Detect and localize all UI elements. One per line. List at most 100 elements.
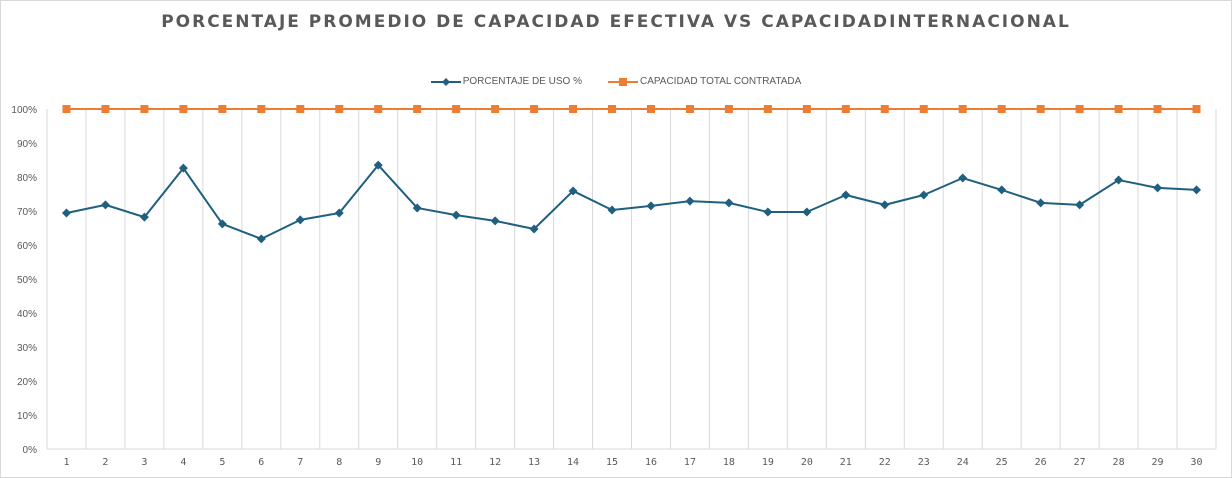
data-point-uso — [607, 205, 617, 215]
data-point-capacidad — [919, 105, 928, 113]
x-tick-label: 27 — [1074, 457, 1086, 468]
x-tick-label: 28 — [1113, 457, 1125, 468]
data-point-capacidad — [62, 105, 71, 113]
x-tick-label: 6 — [258, 457, 264, 468]
data-point-uso — [1036, 198, 1046, 208]
x-tick-label: 14 — [567, 457, 579, 468]
series-line-uso — [66, 164, 1197, 240]
x-tick-label: 12 — [489, 457, 501, 468]
legend-label-capacidad: CAPACIDAD TOTAL CONTRATADA — [639, 76, 802, 87]
data-point-capacidad — [841, 105, 850, 113]
y-tick-label: 80% — [17, 173, 37, 184]
x-tick-label: 25 — [996, 457, 1008, 468]
data-point-capacidad — [608, 105, 617, 113]
data-point-uso — [178, 163, 188, 173]
x-tick-label: 5 — [219, 457, 225, 468]
data-point-uso — [256, 234, 266, 244]
x-tick-label: 20 — [801, 457, 813, 468]
data-point-capacidad — [1192, 105, 1201, 113]
y-tick-label: 70% — [17, 207, 37, 218]
data-point-uso — [217, 219, 227, 229]
data-point-uso — [997, 185, 1007, 195]
x-tick-label: 10 — [411, 457, 423, 468]
data-point-capacidad — [763, 105, 772, 113]
data-point-capacidad — [685, 105, 694, 113]
legend-item-capacidad: CAPACIDAD TOTAL CONTRATADA — [607, 76, 802, 87]
legend-marker-capacidad — [607, 77, 638, 86]
data-point-uso — [919, 190, 929, 200]
data-point-uso — [568, 186, 578, 196]
y-tick-label: 30% — [17, 343, 37, 354]
x-tick-label: 15 — [606, 457, 618, 468]
data-point-uso — [958, 173, 968, 183]
y-tick-label: 0% — [23, 445, 38, 456]
data-point-uso — [880, 200, 890, 210]
data-point-capacidad — [179, 105, 188, 113]
data-point-capacidad — [413, 105, 422, 113]
data-point-capacidad — [997, 105, 1006, 113]
data-point-uso — [841, 190, 851, 200]
x-tick-label: 30 — [1190, 457, 1202, 468]
data-point-uso — [685, 196, 695, 206]
data-point-uso — [334, 208, 344, 218]
x-tick-label: 3 — [141, 457, 147, 468]
data-point-capacidad — [374, 105, 383, 113]
data-point-uso — [412, 203, 422, 213]
data-point-capacidad — [1075, 105, 1084, 113]
data-point-uso — [1075, 200, 1085, 210]
data-point-uso — [529, 224, 539, 234]
x-tick-label: 9 — [375, 457, 381, 468]
x-tick-label: 18 — [723, 457, 735, 468]
data-point-uso — [724, 198, 734, 208]
legend-label-uso: PORCENTAJE DE USO % — [462, 76, 582, 87]
data-point-uso — [1153, 183, 1163, 193]
x-tick-label: 26 — [1035, 457, 1047, 468]
x-tick-label: 24 — [957, 457, 969, 468]
x-tick-label: 7 — [297, 457, 303, 468]
y-tick-label: 10% — [17, 411, 37, 422]
y-tick-label: 60% — [17, 241, 37, 252]
x-tick-label: 11 — [450, 457, 462, 468]
data-point-capacidad — [646, 105, 655, 113]
x-tick-label: 1 — [63, 457, 69, 468]
legend: PORCENTAJE DE USO % CAPACIDAD TOTAL CONT… — [0, 76, 1232, 87]
data-point-uso — [373, 160, 383, 170]
data-point-uso — [295, 215, 305, 225]
data-point-uso — [490, 216, 500, 226]
data-point-capacidad — [140, 105, 149, 113]
data-point-uso — [451, 210, 461, 220]
y-tick-label: 20% — [17, 377, 37, 388]
data-point-uso — [646, 201, 656, 211]
x-tick-label: 29 — [1152, 457, 1164, 468]
data-point-capacidad — [1036, 105, 1045, 113]
data-point-uso — [61, 208, 71, 218]
data-point-capacidad — [101, 105, 110, 113]
data-point-capacidad — [724, 105, 733, 113]
data-point-capacidad — [880, 105, 889, 113]
y-tick-label: 90% — [17, 139, 37, 150]
data-point-capacidad — [296, 105, 305, 113]
data-point-capacidad — [569, 105, 578, 113]
data-point-uso — [100, 200, 110, 210]
data-point-capacidad — [1153, 105, 1162, 113]
data-point-uso — [1192, 185, 1202, 195]
y-tick-label: 50% — [17, 275, 37, 286]
x-tick-label: 21 — [840, 457, 852, 468]
data-point-uso — [139, 212, 149, 222]
data-point-capacidad — [218, 105, 227, 113]
data-point-capacidad — [530, 105, 539, 113]
y-tick-label: 100% — [11, 105, 37, 116]
data-point-uso — [1114, 175, 1124, 185]
chart-title: PORCENTAJE PROMEDIO DE CAPACIDAD EFECTIV… — [161, 12, 1071, 32]
data-point-uso — [763, 207, 773, 217]
data-point-capacidad — [1114, 105, 1123, 113]
x-tick-label: 17 — [684, 457, 696, 468]
x-tick-label: 8 — [336, 457, 342, 468]
legend-marker-uso — [430, 77, 461, 86]
x-tick-label: 13 — [528, 457, 540, 468]
x-tick-label: 16 — [645, 457, 657, 468]
data-point-capacidad — [452, 105, 461, 113]
y-tick-label: 40% — [17, 309, 37, 320]
